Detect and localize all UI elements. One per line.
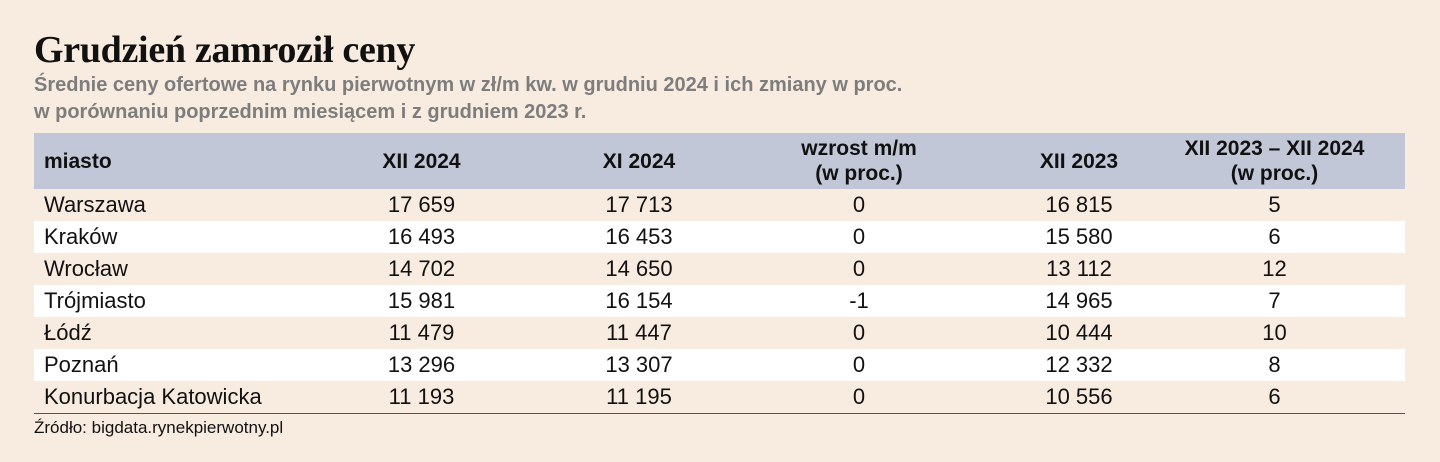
cell-city: Wrocław <box>44 256 128 281</box>
page-title: Grudzień zamroził ceny <box>34 29 416 71</box>
cell-yoy-change: 7 <box>1268 288 1281 313</box>
cell-nov-2024: 11 447 <box>606 320 672 345</box>
cell-dec-2024: 11 479 <box>388 320 455 345</box>
table-header-row: miasto XII 2024 XI 2024 wzrost m/m (w pr… <box>34 133 1405 189</box>
cell-dec-2024: 15 981 <box>387 288 456 313</box>
table-row: Warszawa 17 659 17 713 0 16 815 5 <box>34 189 1405 221</box>
cell-mom-change: 0 <box>852 384 866 409</box>
cell-yoy-change: 12 <box>1262 256 1287 281</box>
cell-mom-change: 0 <box>852 352 866 377</box>
cell-city: Poznań <box>44 352 119 377</box>
header-nov-2024: XI 2024 <box>602 149 676 173</box>
subtitle-line-1: Średnie ceny ofertowe na rynku pierwotny… <box>34 74 903 96</box>
cell-dec-2023: 10 444 <box>1045 320 1113 345</box>
cell-yoy-change: 6 <box>1268 224 1281 249</box>
cell-city: Warszawa <box>44 192 146 217</box>
cell-dec-2024: 13 296 <box>387 352 456 377</box>
table-row: Trójmiasto 15 981 16 154 -1 14 965 7 <box>34 285 1405 317</box>
cell-nov-2024: 13 307 <box>605 352 673 377</box>
header-city: miasto <box>44 149 112 173</box>
cell-mom-change: 0 <box>852 192 866 217</box>
cell-city: Kraków <box>44 224 118 249</box>
cell-nov-2024: 16 154 <box>605 288 673 313</box>
cell-mom-change: 0 <box>852 224 866 249</box>
header-mom-change: wzrost m/m (w proc.) <box>801 137 917 185</box>
cell-nov-2024: 16 453 <box>605 224 673 249</box>
table-row: Łódź 11 479 11 447 0 10 444 10 <box>34 317 1405 349</box>
cell-city: Konurbacja Katowicka <box>44 384 262 409</box>
cell-dec-2023: 12 332 <box>1045 352 1113 377</box>
cell-dec-2023: 15 580 <box>1045 224 1113 249</box>
cell-nov-2024: 11 195 <box>606 384 672 409</box>
cell-mom-change: 0 <box>852 256 866 281</box>
table-row: Kraków 16 493 16 453 0 15 580 6 <box>34 221 1405 253</box>
subtitle: Średnie ceny ofertowe na rynku pierwotny… <box>34 72 1034 126</box>
price-table: miasto XII 2024 XI 2024 wzrost m/m (w pr… <box>34 133 1405 414</box>
cell-dec-2023: 14 965 <box>1045 288 1113 313</box>
cell-dec-2024: 16 493 <box>387 224 456 249</box>
table-row: Wrocław 14 702 14 650 0 13 112 12 <box>34 253 1405 285</box>
cell-mom-change: -1 <box>849 288 869 313</box>
header-dec-2023: XII 2023 <box>1039 149 1119 173</box>
cell-dec-2024: 14 702 <box>387 256 456 281</box>
header-dec-2024: XII 2024 <box>382 149 461 173</box>
cell-yoy-change: 5 <box>1268 192 1281 217</box>
cell-nov-2024: 14 650 <box>605 256 673 281</box>
cell-dec-2023: 16 815 <box>1045 192 1113 217</box>
cell-city: Trójmiasto <box>44 288 146 313</box>
table-row: Poznań 13 296 13 307 0 12 332 8 <box>34 349 1405 381</box>
cell-yoy-change: 10 <box>1262 320 1287 345</box>
cell-dec-2023: 13 112 <box>1046 256 1112 281</box>
table-row: Konurbacja Katowicka 11 193 11 195 0 10 … <box>34 381 1405 414</box>
cell-nov-2024: 17 713 <box>605 192 673 217</box>
header-yoy-change: XII 2023 – XII 2024 (w proc.) <box>1184 137 1365 185</box>
cell-yoy-change: 8 <box>1268 352 1281 377</box>
cell-dec-2024: 11 193 <box>388 384 455 409</box>
cell-city: Łódź <box>44 320 92 345</box>
table-body: Warszawa 17 659 17 713 0 16 815 5 Kraków… <box>34 189 1405 414</box>
cell-mom-change: 0 <box>852 320 866 345</box>
source-note: Źródło: bigdata.rynekpierwotny.pl <box>34 418 284 437</box>
cell-dec-2024: 17 659 <box>387 192 456 217</box>
subtitle-line-2: w porównaniu poprzednim miesiącem i z gr… <box>34 101 587 123</box>
cell-yoy-change: 6 <box>1268 384 1281 409</box>
cell-dec-2023: 10 556 <box>1045 384 1113 409</box>
